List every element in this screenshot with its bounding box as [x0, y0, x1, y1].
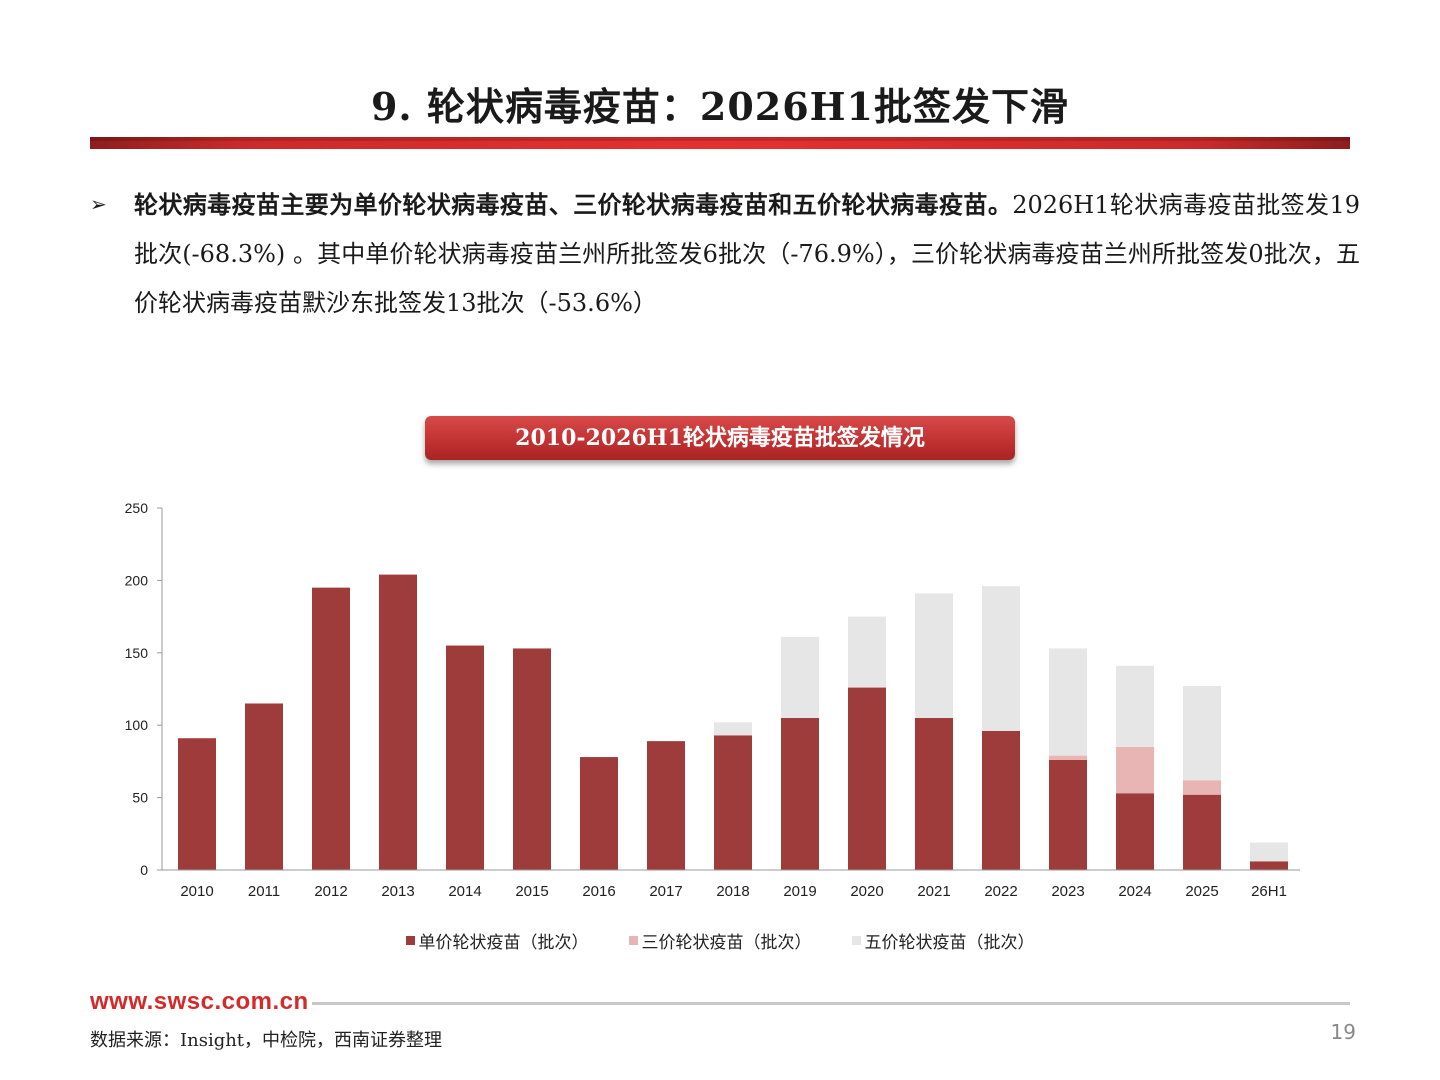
bar-segment-3	[1250, 842, 1288, 862]
legend-swatch	[405, 936, 415, 945]
bar-segment-2	[1116, 746, 1154, 794]
bar-segment-1	[915, 717, 953, 870]
legend-label: 五价轮状疫苗（批次）	[864, 933, 1035, 953]
bar-segment-3	[781, 636, 819, 718]
legend-label: 三价轮状疫苗（批次）	[641, 933, 812, 953]
x-tick-label: 2010	[180, 883, 213, 900]
bar-segment-1	[513, 648, 551, 870]
summary-text: 轮状病毒疫苗主要为单价轮状病毒疫苗、三价轮状病毒疫苗和五价轮状病毒疫苗。2026…	[134, 180, 1360, 328]
bar-segment-2	[1049, 755, 1087, 760]
bar-segment-1	[1116, 793, 1154, 870]
bar-segment-3	[1049, 648, 1087, 756]
bar-segment-3	[982, 586, 1020, 731]
bar-segment-1	[379, 574, 417, 870]
legend-item: 单价轮状疫苗（批次）	[405, 928, 589, 953]
x-tick-label: 26H1	[1251, 883, 1287, 900]
bar-segment-1	[1049, 759, 1087, 870]
x-tick-label: 2021	[917, 883, 950, 900]
chart-title: 2010-2026H1轮状病毒疫苗批签发情况	[425, 416, 1015, 460]
x-tick-label: 2014	[448, 883, 481, 900]
legend-item: 五价轮状疫苗（批次）	[851, 928, 1035, 953]
title-underline-bar	[90, 137, 1350, 149]
bar-segment-3	[1183, 686, 1221, 781]
x-tick-label: 2019	[783, 883, 816, 900]
legend-swatch	[851, 936, 861, 945]
y-tick-label: 250	[125, 500, 149, 516]
bar-segment-1	[848, 687, 886, 870]
bar-segment-1	[781, 717, 819, 870]
y-tick-label: 200	[125, 572, 149, 588]
x-tick-label: 2013	[381, 883, 414, 900]
x-tick-label: 2025	[1185, 883, 1218, 900]
x-tick-label: 2017	[649, 883, 682, 900]
x-tick-label: 2020	[850, 883, 883, 900]
stacked-bar-chart: 0 50 100 150 200 250 2010 2011 2012 2013 2014 2015 2…	[125, 500, 1300, 900]
bar-segment-1	[982, 730, 1020, 870]
summary-bold-text: 轮状病毒疫苗主要为单价轮状病毒疫苗、三价轮状病毒疫苗和五价轮状病毒疫苗。	[134, 190, 1013, 219]
bar-segment-1	[178, 738, 216, 870]
y-tick-label: 150	[125, 645, 149, 661]
x-tick-label: 2012	[314, 883, 347, 900]
bar-segment-1	[1183, 794, 1221, 870]
bar-segment-1	[647, 741, 685, 870]
x-tick-label: 2018	[716, 883, 749, 900]
y-tick-label: 0	[140, 862, 148, 878]
y-tick-label: 100	[125, 717, 149, 733]
bar-segment-1	[580, 757, 618, 870]
x-tick-label: 2011	[248, 883, 280, 900]
arrow-bullet-icon: ➢	[90, 192, 107, 216]
x-tick-label: 2024	[1118, 883, 1151, 900]
x-tick-label: 2022	[984, 883, 1017, 900]
page-title: 9. 轮状病毒疫苗：2026H1批签发下滑	[370, 84, 1069, 129]
bar-segment-1	[1250, 861, 1288, 870]
y-tick-label: 50	[132, 790, 148, 806]
bar-segment-3	[1116, 665, 1154, 747]
bar-segment-1	[714, 735, 752, 870]
bar-segment-2	[1183, 780, 1221, 795]
bar-segment-1	[245, 703, 283, 870]
x-tick-label: 2016	[582, 883, 615, 900]
footer-url[interactable]: www.swsc.com.cn	[90, 988, 309, 1015]
legend-swatch	[628, 936, 638, 945]
page-number: 19	[1330, 1020, 1356, 1044]
legend-label: 单价轮状疫苗（批次）	[418, 933, 589, 953]
x-tick-label: 2023	[1051, 883, 1084, 900]
bar-segment-3	[848, 616, 886, 688]
bar-segment-1	[446, 645, 484, 870]
bar-segment-3	[714, 722, 752, 736]
bar-segment-3	[915, 593, 953, 718]
summary-detail-text: 2026H1轮状病毒疫苗批签发19批次(-68.3%) 。其中单价轮状病毒疫苗兰…	[134, 191, 1360, 317]
chart-legend: 单价轮状疫苗（批次） 三价轮状疫苗（批次） 五价轮状疫苗（批次）	[0, 928, 1440, 953]
data-source: 数据来源：Insight，中检院，西南证券整理	[90, 1030, 443, 1051]
summary-bullet: ➢ 轮状病毒疫苗主要为单价轮状病毒疫苗、三价轮状病毒疫苗和五价轮状病毒疫苗。20…	[90, 180, 1360, 328]
bar-segment-1	[312, 587, 350, 870]
legend-item: 三价轮状疫苗（批次）	[628, 928, 812, 953]
footer-divider	[312, 1002, 1350, 1005]
x-tick-label: 2015	[515, 883, 548, 900]
